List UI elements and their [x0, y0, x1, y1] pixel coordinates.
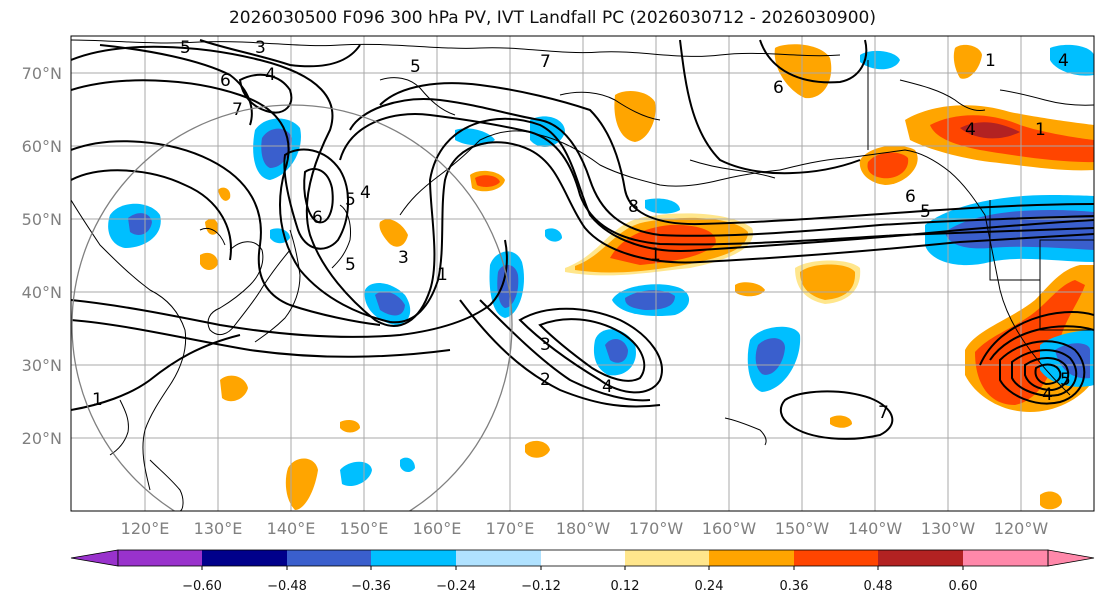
lat-label: 30°N [22, 356, 62, 375]
colorbar-tick: 0.24 [695, 579, 724, 594]
coastlines [71, 39, 1094, 511]
map-title: 2026030500 F096 300 hPa PV, IVT Landfall… [228, 8, 876, 28]
colorbar-segment [878, 550, 963, 566]
colorbar-segment [963, 550, 1048, 566]
contour-label: 6 [773, 78, 784, 98]
lat-label: 20°N [22, 429, 62, 448]
contour-label: 5 [345, 190, 356, 210]
contour-label: 4 [965, 120, 976, 140]
contour-label: 6 [220, 71, 231, 91]
lon-label: 160°W [702, 519, 757, 538]
colorbar-segment [371, 550, 456, 566]
lon-label: 140°E [267, 519, 316, 538]
colorbar-tick: −0.24 [436, 579, 476, 594]
contour-labels: 5 3 6 4 7 5 4 1 7 6 6 5 4 1 1 8 5 3 2 4 … [92, 38, 1071, 423]
lon-label: 120°W [994, 519, 1049, 538]
lon-label: 120°E [121, 519, 170, 538]
lat-label: 70°N [22, 64, 62, 83]
contour-label: 3 [255, 38, 266, 58]
contour-label: 6 [312, 208, 323, 228]
colorbar-tick: 0.36 [780, 579, 809, 594]
colorbar-extend-max [1047, 549, 1095, 567]
contour-label: 7 [232, 100, 243, 120]
lon-label: 150°W [775, 519, 830, 538]
lon-label: 130°E [194, 519, 243, 538]
colorbar-segment [541, 550, 625, 566]
colorbar [70, 549, 1095, 570]
colorbar-tick: 0.12 [611, 579, 640, 594]
colorbar-segment [794, 550, 878, 566]
contour-label: 2 [540, 370, 551, 390]
contour-label: 5 [180, 38, 191, 58]
contour-label: 4 [265, 65, 276, 85]
colorbar-tick: −0.12 [521, 579, 561, 594]
contour-label: 1 [985, 51, 996, 71]
contour-label: 4 [360, 183, 371, 203]
colorbar-tick: 0.48 [864, 579, 893, 594]
latitude-labels: 70°N 60°N 50°N 40°N 30°N 20°N [22, 64, 62, 448]
contour-label: 5 [920, 202, 931, 222]
contour-label: 6 [905, 187, 916, 207]
colorbar-segment [287, 550, 371, 566]
graticule [71, 36, 1094, 511]
colorbar-extend-min [70, 549, 119, 567]
colorbar-tick-labels: −0.60 −0.48 −0.36 −0.24 −0.12 0.12 0.24 … [182, 579, 977, 594]
colorbar-segment [118, 550, 202, 566]
colorbar-tick: −0.36 [351, 579, 391, 594]
lat-label: 50°N [22, 210, 62, 229]
longitude-labels: 120°E 130°E 140°E 150°E 160°E 170°E 180°… [121, 519, 1049, 538]
contour-label: 7 [540, 52, 551, 72]
colorbar-segment [456, 550, 541, 566]
contour-label: 3 [398, 248, 409, 268]
contour-label: 7 [878, 403, 889, 423]
contour-label: 5 [345, 255, 356, 275]
lon-label: 180°W [556, 519, 611, 538]
ivt-shading [108, 44, 1094, 510]
contour-label: 1 [92, 390, 103, 410]
contour-label: 4 [1042, 385, 1053, 405]
contour-label: 4 [602, 377, 613, 397]
contour-label: 1 [650, 245, 661, 265]
contour-label: 4 [1058, 51, 1069, 71]
map-panel: 5 3 6 4 7 5 4 1 7 6 6 5 4 1 1 8 5 3 2 4 … [71, 36, 1094, 511]
lat-label: 60°N [22, 137, 62, 156]
contour-label: 5 [410, 57, 421, 77]
lon-label: 160°E [413, 519, 462, 538]
lon-label: 170°E [486, 519, 535, 538]
contour-label: 8 [628, 197, 639, 217]
contour-label: 5 [1060, 370, 1071, 390]
range-circle [71, 104, 513, 511]
contour-label: 1 [1035, 120, 1046, 140]
colorbar-tick: −0.60 [182, 579, 222, 594]
colorbar-segment [625, 550, 709, 566]
colorbar-border [117, 549, 1049, 567]
lon-label: 140°W [848, 519, 903, 538]
map-border [70, 35, 1095, 512]
lon-label: 130°W [921, 519, 976, 538]
colorbar-segment [202, 550, 287, 566]
lat-label: 40°N [22, 283, 62, 302]
lon-label: 150°E [340, 519, 389, 538]
lon-label: 170°W [629, 519, 684, 538]
contour-label: 1 [437, 265, 448, 285]
colorbar-segment [709, 550, 794, 566]
contour-label: 3 [540, 335, 551, 355]
colorbar-tick: 0.60 [949, 579, 978, 594]
colorbar-tick: −0.48 [267, 579, 307, 594]
